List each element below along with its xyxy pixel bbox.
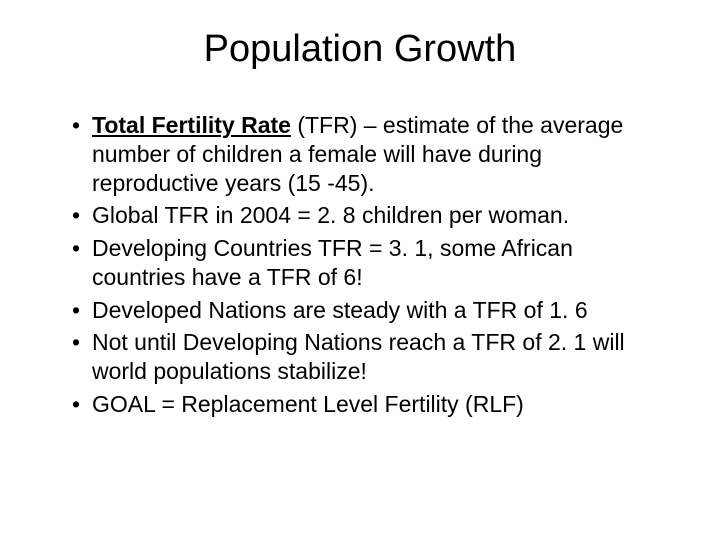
bullet-text: Global TFR in 2004 = 2. 8 children per w… (92, 202, 569, 228)
bullet-item: Developing Countries TFR = 3. 1, some Af… (72, 234, 670, 292)
bullet-item: Total Fertility Rate (TFR) – estimate of… (72, 111, 670, 197)
bullet-text: GOAL = Replacement Level Fertility (RLF) (92, 391, 524, 417)
bullet-item: GOAL = Replacement Level Fertility (RLF) (72, 390, 670, 419)
bullet-item: Developed Nations are steady with a TFR … (72, 296, 670, 325)
bullet-text: Developing Countries TFR = 3. 1, some Af… (92, 235, 573, 290)
bullet-text: Not until Developing Nations reach a TFR… (92, 329, 625, 384)
term-tfr: Total Fertility Rate (92, 112, 291, 138)
bullet-list: Total Fertility Rate (TFR) – estimate of… (50, 111, 670, 419)
bullet-text: Developed Nations are steady with a TFR … (92, 297, 588, 323)
slide-title: Population Growth (50, 28, 670, 71)
slide-container: Population Growth Total Fertility Rate (… (0, 0, 720, 540)
bullet-item: Not until Developing Nations reach a TFR… (72, 328, 670, 386)
bullet-item: Global TFR in 2004 = 2. 8 children per w… (72, 201, 670, 230)
